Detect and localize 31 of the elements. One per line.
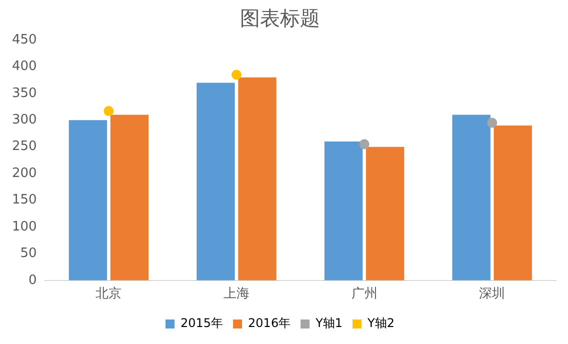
bar (238, 77, 276, 280)
legend-label: 2016年 (248, 316, 291, 330)
y-tick-label: 150 (12, 192, 37, 208)
x-tick-label: 上海 (224, 286, 250, 302)
y-tick-label: 0 (28, 272, 37, 288)
y-tick-label: 200 (12, 166, 37, 181)
bar (494, 125, 532, 280)
bar (324, 142, 363, 280)
legend-label: 2015年 (180, 316, 224, 330)
point (359, 139, 370, 150)
y-tick-label: 250 (12, 139, 37, 154)
bar (196, 82, 235, 280)
y-tick-label: 450 (12, 32, 37, 48)
bar (68, 120, 108, 280)
y-tick-label: 100 (12, 219, 37, 234)
legend-label: Y轴2 (366, 316, 395, 330)
y-tick-label: 400 (12, 59, 37, 74)
point (487, 118, 498, 128)
y-tick-label: 50 (20, 246, 37, 262)
point (104, 106, 114, 116)
point (232, 70, 242, 80)
bar (366, 146, 404, 280)
bar (452, 114, 490, 280)
y-tick-label: 300 (12, 112, 37, 128)
x-tick-label: 深圳 (479, 286, 506, 302)
chart-title: 图表标题 (240, 6, 320, 30)
x-tick-label: 广州 (351, 286, 378, 302)
legend-label: Y轴1 (314, 316, 343, 330)
y-tick-label: 350 (12, 86, 37, 101)
x-tick-label: 北京 (96, 286, 122, 302)
bar (110, 114, 149, 280)
